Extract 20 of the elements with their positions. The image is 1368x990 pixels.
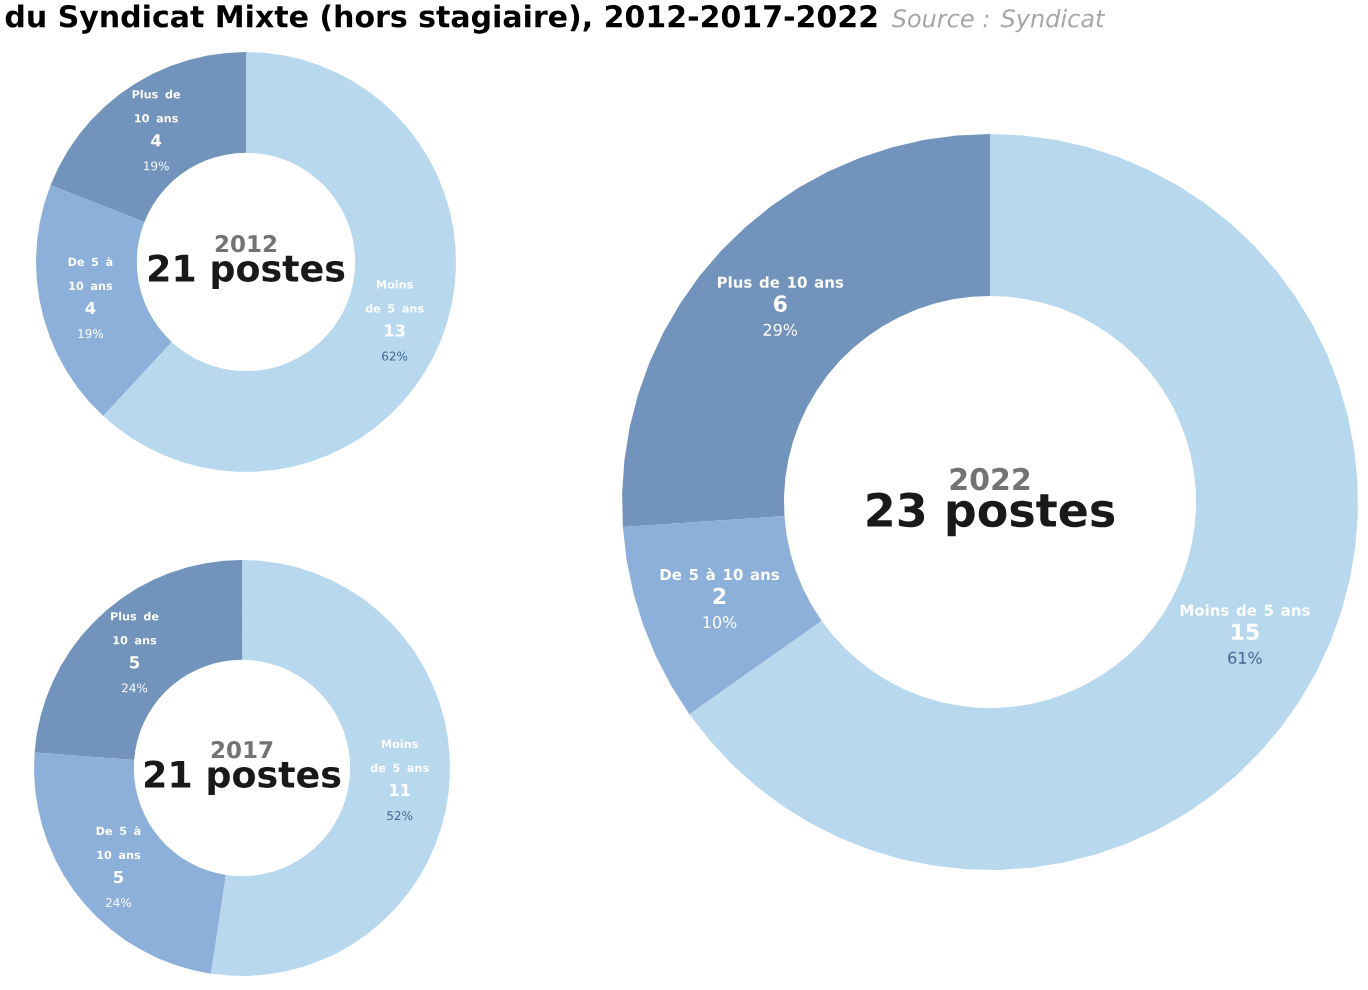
data-label: 2: [713, 587, 726, 604]
data-label: 6: [773, 295, 787, 312]
data-label: 11: [390, 784, 410, 796]
data-label: 15: [1232, 623, 1259, 640]
text: 29%: [763, 323, 798, 336]
text: 2022: [950, 467, 1030, 491]
text: 23 postes: [867, 492, 1115, 537]
text: 2017: [211, 741, 273, 759]
data-label: 4: [85, 301, 96, 314]
text: 21 postes: [144, 760, 341, 795]
text: 10%: [703, 616, 737, 629]
text: 2012: [215, 235, 277, 253]
text: 61%: [1228, 651, 1262, 664]
text: 21 postes: [148, 254, 345, 289]
data-label: 5: [113, 871, 123, 884]
data-label: 13: [385, 324, 405, 337]
text: du Syndicat Mixte (hors stagiaire), 2012-2017-2022: [5, 4, 877, 34]
source-note: Source : Syndicat: [891, 8, 1106, 33]
data-label: 4: [151, 134, 162, 147]
data-label: 5: [130, 656, 140, 669]
